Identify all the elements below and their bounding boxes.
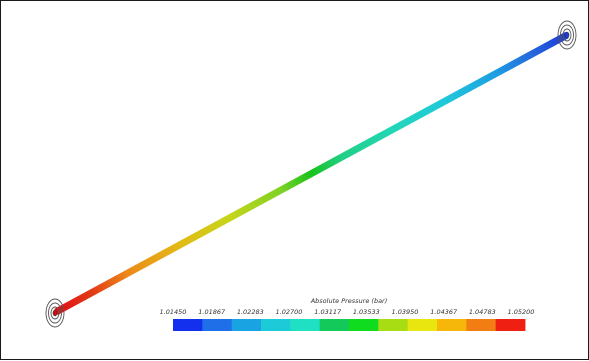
pipe-body xyxy=(54,31,569,316)
legend-swatch xyxy=(202,319,233,331)
legend-tick-label: 1.03950 xyxy=(392,308,419,316)
legend-tick-label: 1.04367 xyxy=(430,308,458,316)
legend-tick-label: 1.02283 xyxy=(237,308,264,316)
legend-tick-label: 1.03533 xyxy=(353,308,380,316)
legend-swatch xyxy=(407,319,438,331)
legend-swatch xyxy=(173,319,203,331)
color-legend: Absolute Pressure (bar) 1.01450 1.01867 1.… xyxy=(160,297,535,331)
legend-swatch xyxy=(437,319,467,331)
legend-swatch xyxy=(495,319,526,331)
legend-tick-label: 1.05200 xyxy=(508,308,535,316)
legend-tick-labels: 1.01450 1.01867 1.02283 1.02700 1.03117 1.035… xyxy=(160,308,535,316)
legend-title: Absolute Pressure (bar) xyxy=(310,297,388,305)
outlet-boundary-icon xyxy=(557,20,577,50)
legend-swatch xyxy=(319,319,350,331)
legend-swatch xyxy=(231,319,262,331)
legend-swatch xyxy=(378,319,409,331)
legend-swatch xyxy=(261,319,291,331)
legend-swatch xyxy=(290,319,321,331)
legend-tick-label: 1.03117 xyxy=(314,308,342,316)
legend-tick-label: 1.02700 xyxy=(276,308,303,316)
legend-tick-label: 1.01450 xyxy=(160,308,187,316)
legend-colorbar xyxy=(173,319,526,331)
legend-swatch xyxy=(349,319,379,331)
legend-tick-label: 1.04783 xyxy=(469,308,496,316)
legend-swatch xyxy=(466,319,497,331)
legend-tick-label: 1.01867 xyxy=(198,308,226,316)
inlet-boundary-icon xyxy=(45,298,65,328)
